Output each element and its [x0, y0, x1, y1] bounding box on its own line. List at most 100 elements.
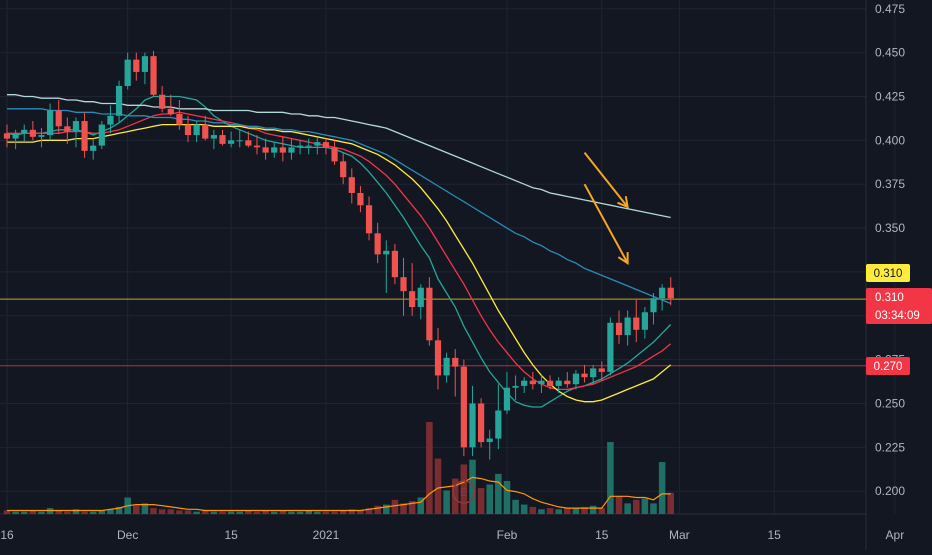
volume-bar: [564, 508, 571, 514]
candle-body: [3, 133, 11, 139]
candle-body: [81, 121, 88, 151]
earnings-marker-label: E: [460, 487, 467, 499]
volume-bar: [288, 511, 295, 514]
time-tick-label: 2021: [313, 528, 340, 542]
volume-ma: [7, 476, 671, 512]
candle-body: [434, 340, 442, 376]
resistance-label-text: 0.310: [874, 268, 903, 280]
volume-bar: [245, 510, 252, 514]
candle-body: [486, 438, 493, 443]
price-axis[interactable]: 0.4750.4500.4250.4000.3750.3500.3250.300…: [875, 2, 905, 498]
volume-bar: [495, 473, 502, 514]
time-axis[interactable]: 16 Dec 15 2021 Feb 15 Mar 15 Apr: [0, 528, 904, 542]
volume-bar: [305, 510, 312, 514]
volume-bar: [348, 509, 356, 514]
candle-body: [503, 387, 511, 411]
candle-body: [615, 322, 623, 336]
candle-body: [452, 357, 459, 367]
ma-100-line: [7, 108, 671, 305]
ma-20-line: [7, 111, 672, 391]
volume-bar: [3, 510, 11, 514]
price-tick-label: 0.200: [875, 484, 905, 498]
price-tick-label: 0.350: [875, 221, 905, 235]
volume-bar: [538, 509, 545, 514]
candle-body: [193, 124, 200, 136]
volume-bar: [426, 421, 433, 514]
annotation-arrow-head: [617, 195, 629, 209]
candle-body: [521, 380, 528, 386]
candle-body: [98, 124, 105, 146]
candle-body: [426, 287, 433, 341]
candle-body: [202, 124, 209, 139]
candle-body: [167, 108, 174, 115]
price-labels: 0.310 0.310 03:34:09 0.270: [866, 264, 932, 375]
candle-body: [538, 380, 545, 385]
candle-body: [314, 142, 321, 146]
volume-bar: [469, 459, 476, 514]
volume-bar: [451, 478, 459, 514]
volume-bar: [658, 462, 666, 514]
candle-body: [357, 192, 364, 206]
earnings-marker[interactable]: [452, 480, 476, 504]
grid: [0, 0, 896, 550]
candle-body: [12, 133, 19, 139]
volume-bar: [512, 499, 519, 514]
candle-body: [633, 317, 640, 330]
candle-body: [38, 135, 45, 137]
candle-body: [443, 357, 450, 376]
candle-body: [210, 135, 217, 139]
resistance-label-bg: [866, 264, 910, 282]
time-tick-label: 15: [768, 528, 782, 542]
candle-body: [572, 373, 580, 385]
volume-bar: [667, 492, 675, 514]
time-tick-label: 15: [595, 528, 609, 542]
candle-body: [46, 110, 54, 136]
candle-body: [581, 373, 588, 378]
candle-body: [236, 140, 243, 142]
volume-bar: [314, 511, 321, 514]
candle-body: [624, 317, 631, 336]
volume-bar: [193, 511, 200, 514]
candle-body: [529, 380, 536, 385]
volume-bar: [12, 511, 19, 514]
time-tick-label: Mar: [669, 528, 690, 542]
candle-body: [271, 147, 278, 153]
volume-bar: [176, 510, 183, 514]
volume-bar: [503, 480, 511, 514]
candle-body: [141, 56, 149, 72]
annotation-arrow-head: [617, 252, 629, 265]
volume-bar: [81, 511, 88, 514]
candle-body: [546, 380, 554, 386]
volume-bar: [253, 511, 261, 514]
volume-bar: [72, 509, 80, 514]
price-tick-label: 0.225: [875, 440, 905, 454]
candle-body: [253, 145, 261, 148]
candle-body: [159, 94, 166, 109]
earnings-marker-group[interactable]: E: [452, 480, 476, 504]
volume-bar: [107, 509, 114, 514]
volume-bar: [391, 499, 399, 514]
volume-bar: [477, 488, 485, 514]
time-tick-label: Dec: [117, 528, 138, 542]
candle-body: [409, 291, 416, 307]
volume-bar: [201, 510, 209, 514]
volume-bar: [29, 510, 37, 514]
volume-bar: [589, 505, 597, 514]
volume-bar: [417, 497, 425, 514]
volume-bar: [98, 510, 106, 514]
volume-bar: [520, 504, 528, 514]
countdown-text: 03:34:09: [875, 310, 920, 322]
volume-bar: [374, 505, 381, 514]
volume-bar: [331, 511, 338, 514]
volume-bar: [64, 511, 71, 514]
volume-bar: [357, 510, 364, 514]
volume-bar: [262, 510, 269, 514]
candle-body: [383, 250, 390, 255]
candle-body: [176, 114, 183, 125]
volume-bar: [296, 511, 304, 514]
volume-bar: [141, 503, 149, 514]
candle-body: [245, 140, 252, 146]
support-label-bg: [866, 357, 910, 375]
volume-bar: [167, 509, 175, 514]
